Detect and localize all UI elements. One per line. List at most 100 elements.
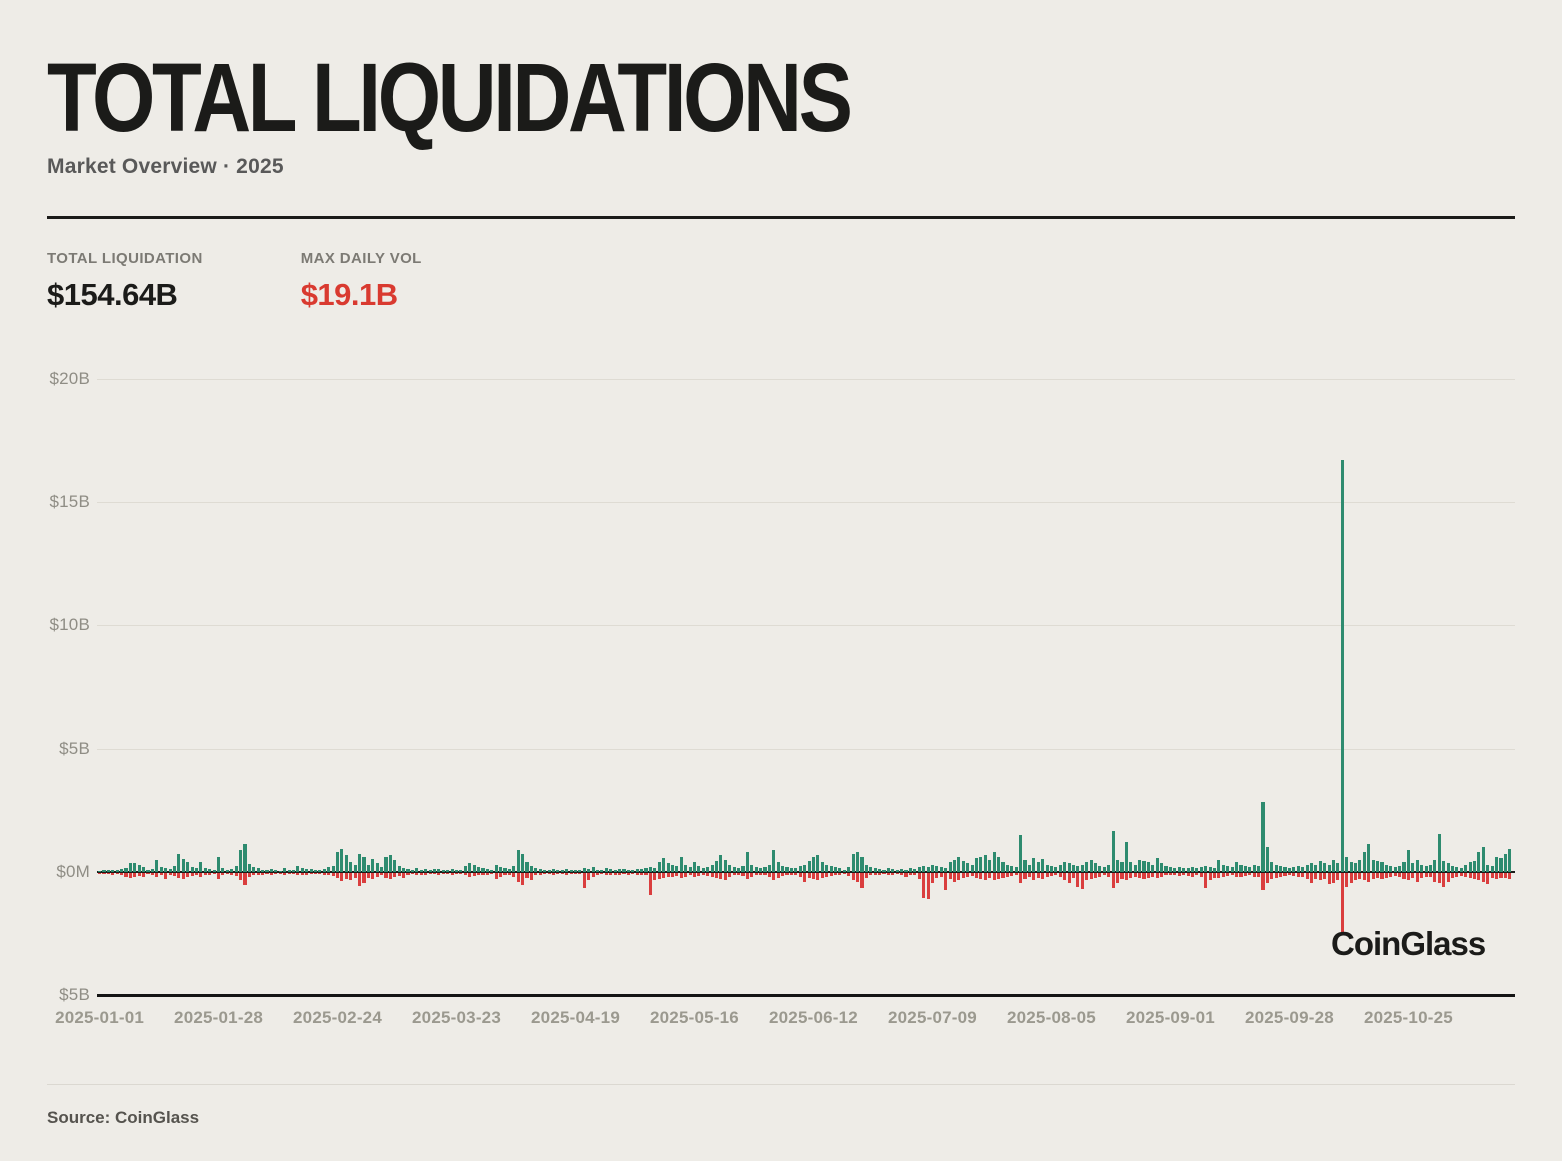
bar-short-liquidation [1221,873,1225,877]
bar-short-liquidation [1296,873,1300,877]
bar-short-liquidation [1367,873,1371,882]
bar-long-liquidation [450,869,454,872]
bar-long-liquidation [983,854,987,872]
bar-short-liquidation [98,873,102,875]
bar-long-liquidation [1508,848,1512,872]
bar-long-liquidation [305,868,309,872]
bar-long-liquidation [446,869,450,872]
bar-short-liquidation [1380,873,1384,880]
bar-long-liquidation [825,864,829,872]
bar-long-liquidation [961,860,965,872]
bar-short-liquidation [803,873,807,882]
bar-long-liquidation [856,852,860,872]
bar-long-liquidation [684,864,688,872]
bar-short-liquidation [265,873,269,875]
bar-long-liquidation [1129,862,1133,872]
stats-row: TOTAL LIQUIDATION $154.64B MAX DAILY VOL… [47,250,422,313]
bar-long-liquidation [803,864,807,872]
bar-short-liquidation [1442,873,1446,887]
bar-short-liquidation [322,873,326,875]
bar-long-liquidation [1235,862,1239,872]
bar-long-liquidation [741,865,745,872]
bar-short-liquidation [287,873,291,875]
bar-long-liquidation [908,868,912,872]
bar-short-liquidation [908,873,912,876]
bar-short-liquidation [1124,873,1128,881]
bar-short-liquidation [714,873,719,878]
x-axis-tick-label: 2025-04-19 [531,1008,620,1027]
bar-long-liquidation [194,868,199,872]
stat-max-daily-vol-value: $19.1B [300,277,398,312]
bar-long-liquidation [1023,859,1027,872]
bar-short-liquidation [1036,873,1040,878]
bar-long-liquidation [128,863,132,872]
bar-long-liquidation [913,868,917,872]
bar-short-liquidation [983,873,987,881]
gridline [97,625,1515,627]
bar-short-liquidation [759,873,763,875]
bar-long-liquidation [842,869,846,872]
bar-long-liquidation [820,862,824,872]
stat-max-daily-vol-label: MAX DAILY VOL [300,250,422,267]
bar-short-liquidation [970,873,974,876]
bar-long-liquidation [759,868,763,872]
bar-short-liquidation [230,873,234,876]
bar-long-liquidation [697,865,701,872]
bar-short-liquidation [1005,873,1009,877]
bar-short-liquidation [437,873,441,875]
bar-long-liquidation [811,857,816,872]
bar-short-liquidation [578,873,582,875]
bar-long-liquidation [1036,862,1040,872]
bar-short-liquidation [1173,873,1177,875]
bar-short-liquidation [644,873,648,876]
bar-short-liquidation [503,873,507,876]
bar-short-liquidation [512,873,516,877]
bar-long-liquidation [1155,858,1159,872]
bar-short-liquidation [274,873,278,875]
bar-short-liquidation [763,873,767,876]
bar-short-liquidation [1362,873,1366,881]
bar-long-liquidation [538,869,542,872]
gridline [97,748,1515,750]
bar-short-liquidation [459,873,463,875]
bar-long-liquidation [556,870,560,872]
bar-short-liquidation [926,873,930,899]
bar-long-liquidation [1230,867,1234,872]
bar-short-liquidation [1054,873,1058,876]
bar-long-liquidation [565,869,569,872]
bar-long-liquidation [569,869,573,872]
bar-short-liquidation [591,873,595,877]
bar-long-liquidation [631,869,635,872]
bar-long-liquidation [1177,867,1181,872]
bar-long-liquidation [719,855,723,872]
bar-short-liquidation [1318,873,1322,881]
bar-short-liquidation [313,873,318,875]
bar-long-liquidation [212,869,216,872]
bar-long-liquidation [754,867,758,872]
bar-long-liquidation [371,858,375,872]
bar-long-liquidation [1005,864,1009,872]
bar-long-liquidation [891,868,895,872]
bar-short-liquidation [375,873,379,877]
bar-long-liquidation [1287,868,1291,872]
bar-long-liquidation [1305,864,1309,872]
bar-short-liquidation [419,873,423,875]
bar-short-liquidation [1195,873,1199,876]
bar-long-liquidation [340,848,344,872]
bar-long-liquidation [1393,867,1397,872]
bar-long-liquidation [692,862,697,872]
bar-short-liquidation [1481,873,1485,882]
bar-short-liquidation [1270,873,1274,880]
bar-short-liquidation [560,873,564,875]
bar-short-liquidation [1001,873,1005,878]
bar-long-liquidation [362,857,366,872]
coinglass-watermark: CoinGlass [1331,925,1486,962]
bar-long-liquidation [159,867,163,872]
x-axis-tick-label: 2025-09-01 [1125,1008,1215,1027]
bar-long-liquidation [560,869,564,872]
bar-short-liquidation [371,873,375,880]
bar-short-liquidation [864,873,868,878]
bar-long-liquidation [609,869,613,872]
bar-short-liquidation [1450,873,1455,878]
